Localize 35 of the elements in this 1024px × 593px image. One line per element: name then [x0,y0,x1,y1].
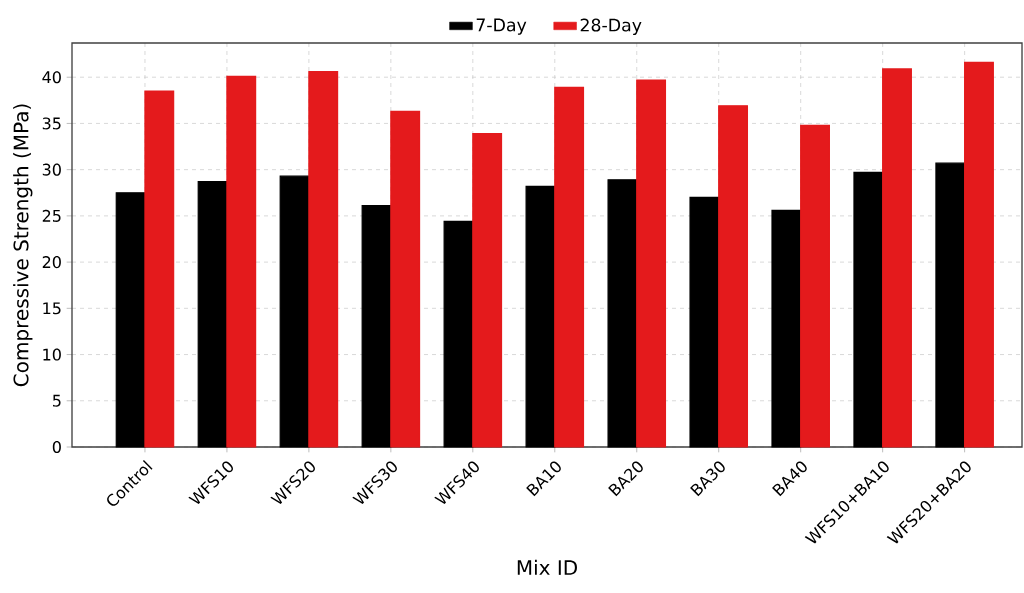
y-tick-label: 20 [42,256,61,269]
bar [800,124,830,448]
bar [935,162,966,448]
bar [607,179,638,448]
bar [853,171,884,448]
bar [718,105,749,448]
bar [115,192,146,448]
y-tick-label: 10 [43,348,61,361]
bar [525,185,556,448]
bar [472,133,503,448]
bar [443,220,474,448]
bar [771,209,802,448]
bar [882,68,912,448]
y-tick-label: 40 [42,71,61,84]
bar [636,79,667,448]
bar [390,110,421,448]
bar [197,181,228,448]
y-axis-title: Compressive Strength (MPa) [13,104,33,387]
bar [226,75,257,448]
bar [689,196,720,448]
bar [144,90,175,448]
y-tick-label: 0 [52,440,61,454]
y-tick-label: 35 [42,117,61,130]
bar [964,61,994,448]
y-tick-label: 15 [43,302,61,315]
y-tick-label: 30 [42,163,61,176]
bar [279,175,310,448]
bar [554,86,585,448]
bar [308,71,339,448]
legend-label: 7-Day [476,18,527,35]
bar [361,205,392,448]
y-tick-label: 25 [42,209,61,222]
y-tick-label: 5 [53,394,61,407]
legend-label: 28-Day [580,18,642,35]
x-axis-title: Mix ID [517,559,577,575]
